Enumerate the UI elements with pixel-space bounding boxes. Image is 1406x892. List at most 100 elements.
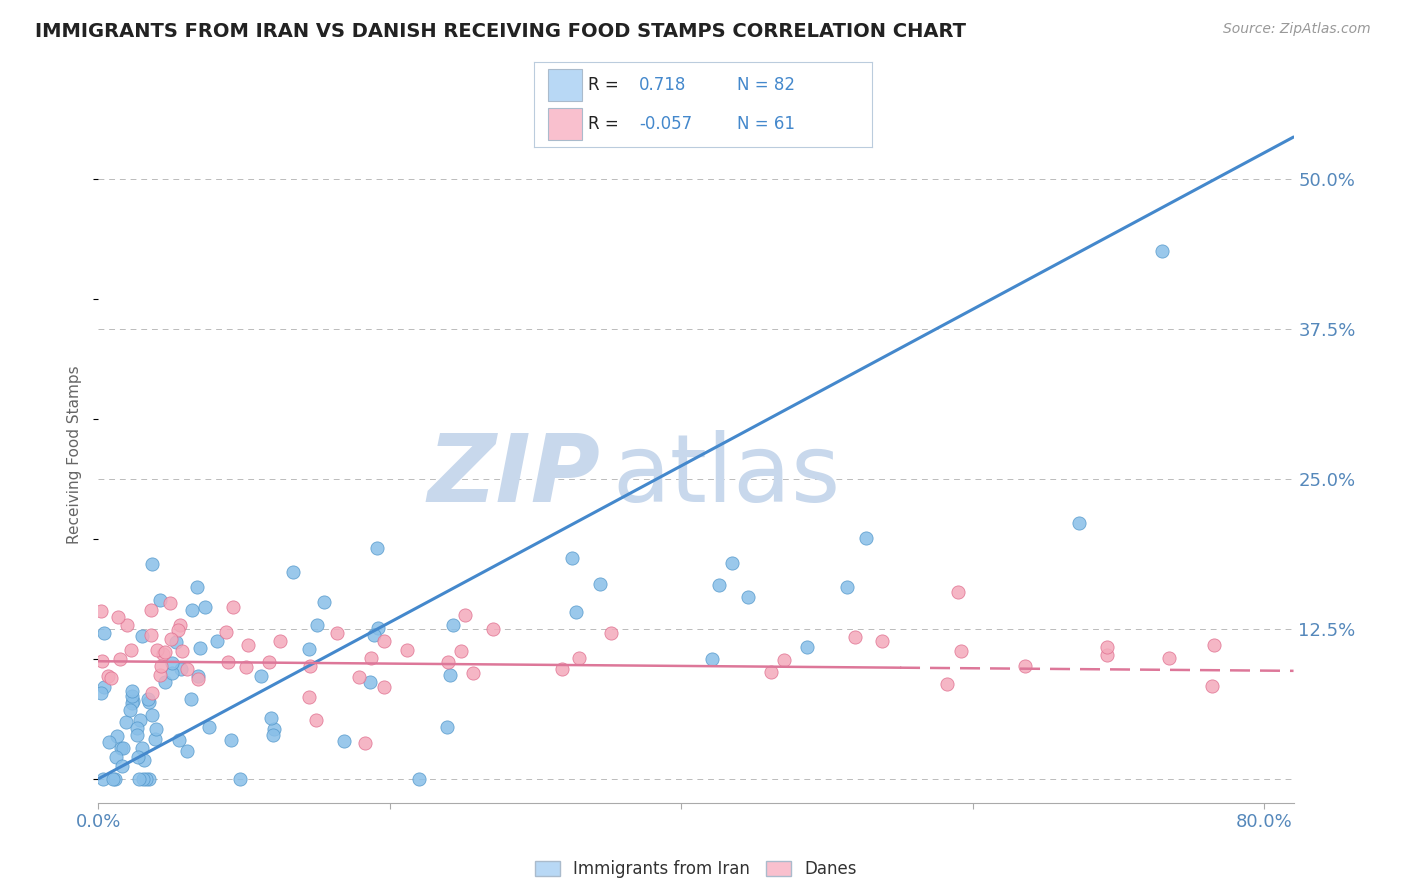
- Point: [122, 694, 145, 708]
- Point: [600, 626, 623, 640]
- Text: Source: ZipAtlas.com: Source: ZipAtlas.com: [1223, 22, 1371, 37]
- Point: [187, 672, 209, 686]
- Point: [149, 593, 172, 607]
- Point: [217, 656, 239, 670]
- Point: [565, 605, 588, 619]
- Point: [128, 772, 150, 786]
- Point: [250, 668, 273, 682]
- Point: [97, 735, 120, 749]
- Point: [129, 714, 152, 728]
- Point: [373, 680, 395, 694]
- Point: [138, 695, 160, 709]
- Point: [363, 628, 385, 642]
- Point: [176, 662, 198, 676]
- Point: [229, 772, 252, 786]
- Point: [90, 604, 112, 618]
- Point: [1095, 648, 1118, 663]
- Text: 0.718: 0.718: [638, 77, 686, 95]
- Point: [353, 736, 375, 750]
- Point: [176, 744, 198, 758]
- Point: [93, 626, 115, 640]
- Point: [93, 772, 115, 786]
- Point: [759, 665, 782, 679]
- Point: [408, 772, 430, 786]
- Point: [101, 772, 124, 786]
- Point: [170, 644, 193, 658]
- Point: [314, 595, 336, 609]
- Point: [561, 551, 583, 566]
- Point: [1157, 651, 1180, 665]
- Point: [149, 667, 172, 681]
- Point: [160, 656, 183, 670]
- Point: [551, 662, 574, 676]
- Point: [111, 759, 134, 773]
- Point: [107, 609, 129, 624]
- Point: [127, 727, 149, 741]
- Point: [121, 683, 143, 698]
- Text: N = 61: N = 61: [737, 115, 794, 133]
- Point: [298, 642, 321, 657]
- Point: [441, 617, 464, 632]
- Point: [155, 674, 177, 689]
- Point: [463, 665, 485, 680]
- Text: ZIP: ZIP: [427, 430, 600, 522]
- Point: [257, 655, 280, 669]
- Point: [568, 650, 591, 665]
- Point: [844, 630, 866, 644]
- Point: [104, 772, 127, 786]
- Point: [187, 668, 209, 682]
- Point: [709, 578, 731, 592]
- Point: [326, 626, 349, 640]
- Point: [131, 629, 153, 643]
- Point: [167, 733, 190, 747]
- Point: [115, 714, 138, 729]
- Point: [97, 669, 120, 683]
- Text: atlas: atlas: [613, 430, 841, 522]
- Point: [100, 671, 122, 685]
- Point: [366, 541, 388, 555]
- Point: [141, 708, 163, 723]
- Point: [269, 634, 291, 648]
- Point: [139, 628, 162, 642]
- Point: [188, 641, 211, 656]
- Point: [946, 584, 969, 599]
- Point: [143, 731, 166, 746]
- Point: [141, 685, 163, 699]
- Point: [120, 643, 142, 657]
- Point: [396, 643, 419, 657]
- Point: [305, 618, 328, 632]
- Point: [197, 720, 219, 734]
- Point: [134, 754, 156, 768]
- Point: [360, 651, 382, 665]
- Point: [450, 643, 472, 657]
- Point: [90, 686, 112, 700]
- Point: [160, 632, 183, 646]
- Point: [138, 772, 160, 786]
- Point: [136, 692, 159, 706]
- Point: [436, 721, 458, 735]
- Point: [305, 714, 328, 728]
- Point: [141, 603, 163, 617]
- Point: [1014, 658, 1036, 673]
- Point: [181, 603, 204, 617]
- Point: [1201, 679, 1223, 693]
- Point: [589, 576, 612, 591]
- Point: [146, 643, 169, 657]
- Text: N = 82: N = 82: [737, 77, 794, 95]
- Point: [298, 659, 321, 673]
- Point: [721, 557, 744, 571]
- Point: [166, 635, 188, 649]
- Point: [263, 722, 285, 736]
- Point: [120, 703, 142, 717]
- Legend: Immigrants from Iran, Danes: Immigrants from Iran, Danes: [527, 854, 865, 885]
- Point: [121, 696, 143, 710]
- Bar: [548, 70, 582, 102]
- Point: [91, 654, 114, 668]
- Point: [152, 647, 174, 661]
- Point: [935, 677, 957, 691]
- Point: [121, 690, 143, 704]
- Point: [349, 670, 371, 684]
- Point: [186, 580, 208, 594]
- Point: [235, 660, 257, 674]
- Point: [135, 772, 157, 786]
